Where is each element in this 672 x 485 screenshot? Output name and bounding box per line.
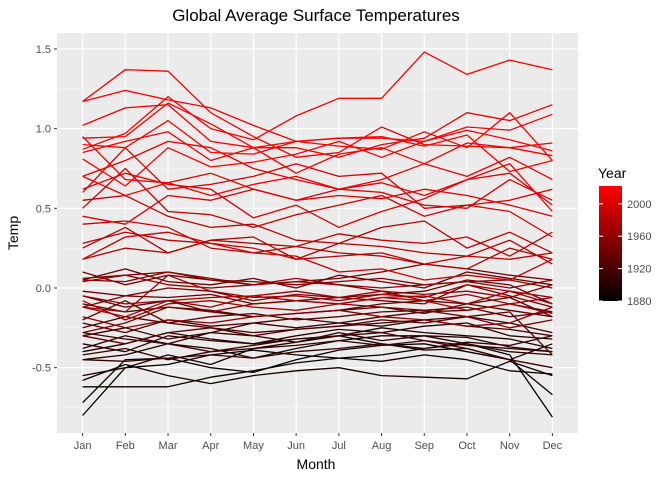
legend-tick-label: 1920 xyxy=(627,264,651,276)
y-tick-label: 1.5 xyxy=(36,44,51,56)
x-tick-label: Feb xyxy=(116,440,135,452)
series-line-1980 xyxy=(82,226,553,265)
series-line-2010 xyxy=(82,140,553,212)
series-line-1977 xyxy=(82,239,553,270)
x-tick-label: Jun xyxy=(287,440,305,452)
series-line-1929 xyxy=(82,311,553,356)
series-line-1896 xyxy=(82,335,553,361)
series-line-2015 xyxy=(82,104,553,162)
y-tick-label: 0.0 xyxy=(36,283,51,295)
series-line-1887 xyxy=(82,354,553,388)
series-lines xyxy=(82,51,553,418)
x-tick-label: Oct xyxy=(458,440,475,452)
series-line-1992 xyxy=(82,220,553,281)
series-line-2021 xyxy=(82,129,553,187)
series-line-1995 xyxy=(82,167,553,238)
series-line-1917 xyxy=(82,331,553,369)
series-line-1986 xyxy=(82,231,553,265)
series-line-2001 xyxy=(82,178,553,225)
series-line-1971 xyxy=(82,290,553,321)
series-line-1908 xyxy=(82,339,553,361)
x-axis: Jan Feb Mar Apr May Jun Jul Aug Sep Oct Nov Dec xyxy=(74,433,563,452)
x-tick-label: Jul xyxy=(332,440,346,452)
y-tick-label: 0.5 xyxy=(36,203,51,215)
series-line-1911 xyxy=(82,335,553,362)
series-line-1947 xyxy=(82,284,553,308)
x-tick-label: Sep xyxy=(414,440,434,452)
major-gridlines xyxy=(57,33,578,433)
year-legend: Year 1880 1920 1960 2000 xyxy=(598,165,651,308)
series-line-2017 xyxy=(82,104,553,174)
series-line-2022 xyxy=(82,119,553,173)
y-tick-label: -0.5 xyxy=(32,363,51,375)
series-line-1890 xyxy=(82,360,553,385)
series-line-1944 xyxy=(82,263,553,286)
x-tick-label: Dec xyxy=(543,440,563,452)
y-axis: -0.5 0.0 0.5 1.0 1.5 xyxy=(32,44,57,375)
series-line-1989 xyxy=(82,231,553,260)
legend-tick-label: 1880 xyxy=(627,296,651,308)
series-line-2016 xyxy=(82,69,553,158)
series-line-2007 xyxy=(82,136,553,217)
legend-colorbar xyxy=(599,186,622,301)
x-tick-label: May xyxy=(243,440,264,452)
x-tick-label: Jan xyxy=(74,440,92,452)
chart-title: Global Average Surface Temperatures xyxy=(172,6,460,25)
series-line-1914 xyxy=(82,316,553,340)
series-line-1956 xyxy=(82,306,553,329)
legend-tick-label: 2000 xyxy=(627,199,651,211)
x-tick-label: Nov xyxy=(500,440,520,452)
y-axis-label: Temp xyxy=(5,216,21,250)
x-axis-label: Month xyxy=(297,456,336,472)
series-line-1959 xyxy=(82,271,553,299)
series-line-1974 xyxy=(82,295,553,318)
series-line-1983 xyxy=(82,194,553,254)
legend-tick-label: 1960 xyxy=(627,231,651,243)
x-tick-label: Mar xyxy=(159,440,178,452)
legend-title: Year xyxy=(598,165,627,181)
series-line-2013 xyxy=(82,156,553,197)
series-line-1965 xyxy=(82,290,553,308)
x-tick-label: Apr xyxy=(202,440,219,452)
legend-ticks: 1880 1920 1960 2000 xyxy=(599,199,651,308)
series-line-1968 xyxy=(82,274,553,313)
series-line-2023 xyxy=(82,51,553,150)
series-line-1962 xyxy=(82,274,553,289)
x-tick-label: Aug xyxy=(372,440,392,452)
y-tick-label: 1.0 xyxy=(36,124,51,136)
